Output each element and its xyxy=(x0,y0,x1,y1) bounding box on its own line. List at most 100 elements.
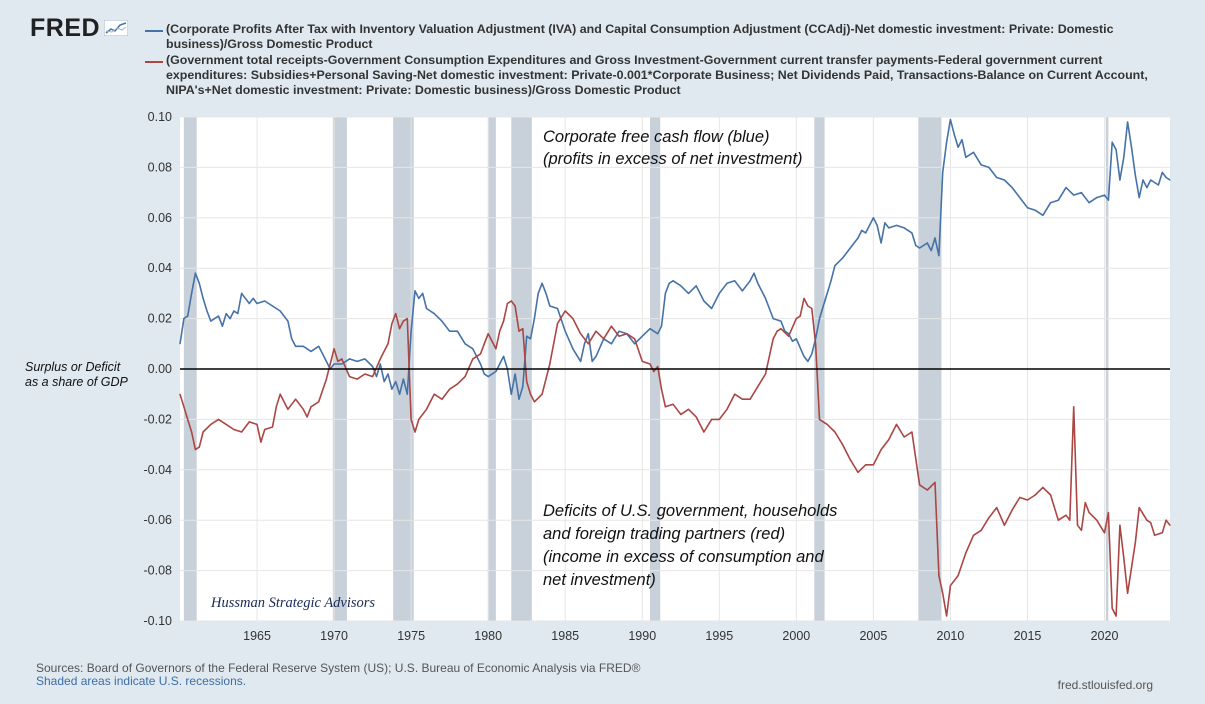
series-1-point-93 xyxy=(741,398,744,400)
series-0-point-88 xyxy=(649,328,651,330)
series-1-point-139 xyxy=(1049,494,1052,496)
series-1-point-6 xyxy=(202,431,204,433)
series-1-point-143 xyxy=(1073,406,1075,408)
legend-entry-sector-deficits[interactable]: (Government total receipts-Government Co… xyxy=(166,53,1148,97)
series-0-point-58 xyxy=(487,375,489,378)
series-0-point-27 xyxy=(318,345,320,347)
series-1-point-80 xyxy=(653,370,655,373)
series-1-point-85 xyxy=(680,413,682,415)
series-1-point-131 xyxy=(988,517,990,519)
series-1-point-92 xyxy=(734,393,736,395)
series-0-point-99 xyxy=(718,292,720,294)
y-tick-label: 0.10 xyxy=(148,110,172,124)
series-0-point-66 xyxy=(522,386,524,388)
series-0-point-164 xyxy=(1096,197,1098,199)
series-1-point-66 xyxy=(549,363,551,365)
series-line-1[interactable] xyxy=(179,297,1171,617)
series-0-point-73 xyxy=(549,305,551,307)
series-1-point-137 xyxy=(1034,494,1036,496)
series-1-point-148 xyxy=(1096,519,1098,521)
series-0-point-172 xyxy=(1130,146,1133,148)
series-1-point-115 xyxy=(880,449,882,451)
x-tick-label: 1985 xyxy=(551,629,579,643)
series-1-point-39 xyxy=(402,320,405,322)
series-1-point-41 xyxy=(410,418,412,420)
series-1-point-152 xyxy=(1115,615,1117,617)
series-1-point-79 xyxy=(649,363,651,365)
series-0-point-154 xyxy=(1019,197,1021,199)
x-tick-labels: 1965 1970 1975 1980 1985 1990 1995 2000 2005 2010… xyxy=(243,629,1118,643)
series-0-point-173 xyxy=(1134,174,1136,176)
series-0-point-12 xyxy=(229,318,231,320)
series-1-point-158 xyxy=(1146,519,1148,521)
series-0-point-70 xyxy=(537,292,539,294)
series-0-point-17 xyxy=(252,297,254,300)
series-1-point-8 xyxy=(217,418,220,420)
series-1-point-145 xyxy=(1080,529,1083,531)
x-tick-label: 2020 xyxy=(1091,629,1119,643)
series-1-point-155 xyxy=(1127,592,1129,594)
x-tick-label: 2005 xyxy=(859,629,887,643)
series-1-point-70 xyxy=(580,333,582,335)
series-1-point-52 xyxy=(483,343,485,345)
series-0-point-51 xyxy=(441,320,443,322)
series-0-point-61 xyxy=(502,355,505,357)
series-0-point-26 xyxy=(310,350,312,352)
series-0-point-159 xyxy=(1057,199,1059,201)
series-1-point-25 xyxy=(325,378,327,380)
series-0-point-53 xyxy=(456,330,458,332)
series-0-point-123 xyxy=(849,247,851,249)
series-1-point-16 xyxy=(271,426,274,428)
series-1-point-153 xyxy=(1119,524,1121,526)
series-0-point-160 xyxy=(1065,186,1067,189)
series-1-point-96 xyxy=(764,373,767,375)
series-points xyxy=(179,118,1171,617)
series-0-point-162 xyxy=(1080,192,1083,194)
series-1-point-118 xyxy=(903,436,905,438)
series-1-point-74 xyxy=(610,325,613,327)
series-0-point-115 xyxy=(811,353,813,355)
series-0-point-9 xyxy=(217,315,220,317)
series-0-point-79 xyxy=(587,333,589,335)
series-1-point-3 xyxy=(190,431,193,433)
credit-text: Hussman Strategic Advisors xyxy=(210,595,375,611)
y-tick-label: 0.06 xyxy=(148,211,172,225)
series-0-point-95 xyxy=(687,292,690,294)
series-line-0[interactable] xyxy=(179,118,1171,401)
series-0-point-153 xyxy=(1011,186,1013,189)
series-1-point-9 xyxy=(225,423,227,426)
series-1-point-102 xyxy=(799,315,801,317)
site-url[interactable]: fred.stlouisfed.org xyxy=(1057,678,1153,692)
series-lines xyxy=(179,118,1171,617)
annotation-red-line-4: net investment) xyxy=(543,571,656,589)
series-0-point-152 xyxy=(1003,179,1005,181)
y-tick-label: 0.04 xyxy=(148,261,172,275)
series-0-point-39 xyxy=(387,373,389,375)
series-0-point-112 xyxy=(795,338,797,340)
y-tick-label: -0.10 xyxy=(144,614,173,628)
series-0-point-98 xyxy=(710,307,713,310)
series-1-point-141 xyxy=(1065,514,1067,516)
series-1-point-81 xyxy=(657,365,659,368)
series-1-point-47 xyxy=(449,388,451,390)
series-0-point-143 xyxy=(949,118,952,121)
series-0-point-43 xyxy=(402,378,405,380)
series-0-point-132 xyxy=(895,224,898,226)
series-1-point-2 xyxy=(187,418,189,420)
series-1-point-120 xyxy=(919,484,921,486)
series-0-point-50 xyxy=(433,312,435,315)
series-0-point-14 xyxy=(237,312,239,315)
series-1-point-59 xyxy=(514,305,516,307)
legend-entry-corporate-free-cash-flow[interactable]: (Corporate Profits After Tax with Invent… xyxy=(166,22,1114,51)
fred-logo[interactable]: FRED xyxy=(30,14,101,42)
series-0-point-168 xyxy=(1115,149,1117,151)
series-1-point-123 xyxy=(938,575,940,577)
recessions-note[interactable]: Shaded areas indicate U.S. recessions. xyxy=(36,674,247,688)
series-1-point-135 xyxy=(1019,496,1021,499)
series-1-point-84 xyxy=(672,403,674,405)
x-tick-label: 1995 xyxy=(705,629,733,643)
series-1-point-88 xyxy=(703,431,705,433)
series-0-point-32 xyxy=(348,358,351,360)
series-0-point-90 xyxy=(660,325,663,327)
series-1-point-129 xyxy=(972,534,975,536)
